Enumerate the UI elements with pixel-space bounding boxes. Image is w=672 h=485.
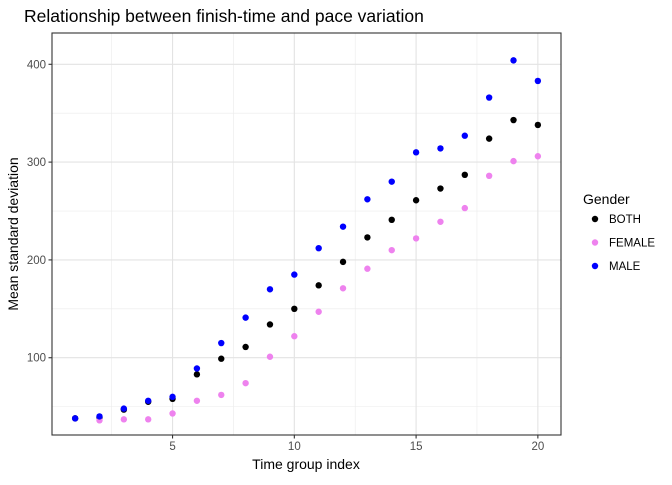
data-point-both [291, 305, 298, 313]
plot-panel-border [51, 32, 562, 436]
data-point-male [71, 415, 79, 422]
data-point-male [144, 397, 152, 404]
data-point-both [461, 171, 469, 179]
legend-key-both [591, 215, 599, 223]
data-point-male [169, 393, 176, 401]
data-point-female [485, 172, 493, 180]
legend-key-male [591, 262, 599, 270]
data-point-female [315, 308, 322, 315]
data-point-female [291, 333, 298, 340]
data-point-male [242, 314, 249, 321]
data-point-male [412, 149, 420, 156]
data-point-male [96, 413, 103, 420]
data-point-both [510, 116, 517, 124]
legend-label-female: FEMALE [609, 238, 655, 250]
data-point-both [193, 371, 201, 378]
data-point-both [388, 216, 395, 224]
data-point-female [144, 416, 152, 423]
data-point-both [266, 321, 274, 328]
data-point-male [388, 178, 395, 185]
data-point-male [534, 77, 542, 85]
data-point-male [510, 57, 517, 64]
grid-lines [52, 33, 561, 435]
axes: 5 10 15 20 100 200 300 400 [27, 59, 544, 453]
data-point-male [218, 339, 225, 347]
data-point-female [266, 353, 274, 360]
data-point-male [461, 132, 469, 139]
data-point-both [339, 258, 347, 266]
y-tick-label: 200 [27, 255, 46, 267]
x-tick-label: 10 [288, 441, 301, 453]
x-tick-label: 20 [531, 441, 544, 453]
data-point-male [315, 244, 322, 252]
legend-key-female [591, 239, 599, 246]
legend: Gender BOTH FEMALE MALE [583, 191, 655, 273]
data-point-both [242, 343, 249, 351]
data-points [71, 57, 542, 424]
y-tick-label: 100 [27, 353, 46, 365]
legend-label-male: MALE [609, 261, 641, 273]
data-point-female [437, 218, 444, 225]
legend-title: Gender [583, 191, 630, 207]
data-point-male [291, 271, 298, 278]
data-point-male [120, 405, 128, 412]
data-point-female [388, 246, 395, 254]
data-point-both [534, 121, 542, 129]
data-point-male [437, 145, 444, 152]
y-axis-label: Mean standard deviation [5, 157, 21, 310]
data-point-female [364, 265, 371, 272]
data-point-female [120, 416, 128, 423]
data-point-both [364, 234, 371, 241]
x-tick-label: 15 [410, 441, 423, 453]
data-point-both [315, 282, 322, 289]
plot-panel-background [52, 33, 561, 435]
data-point-male [364, 196, 371, 203]
data-point-both [412, 197, 420, 204]
data-point-both [485, 135, 493, 142]
data-point-female [412, 235, 420, 242]
data-point-female [218, 391, 225, 399]
data-point-male [266, 286, 274, 293]
data-point-female [510, 157, 517, 165]
data-point-female [534, 153, 542, 160]
data-point-female [242, 379, 249, 387]
y-tick-label: 400 [27, 59, 46, 71]
data-point-female [193, 397, 201, 404]
data-point-female [461, 204, 469, 212]
data-point-both [437, 185, 444, 192]
legend-label-both: BOTH [609, 214, 641, 226]
data-point-male [339, 223, 347, 230]
data-point-female [339, 285, 347, 292]
data-point-both [218, 355, 225, 362]
chart-title: Relationship between finish-time and pac… [24, 6, 424, 26]
data-point-male [485, 94, 493, 101]
data-point-male [193, 365, 201, 372]
x-axis-label: Time group index [252, 456, 360, 472]
y-tick-label: 300 [27, 157, 46, 169]
x-tick-label: 5 [169, 441, 175, 453]
data-point-female [169, 410, 176, 417]
